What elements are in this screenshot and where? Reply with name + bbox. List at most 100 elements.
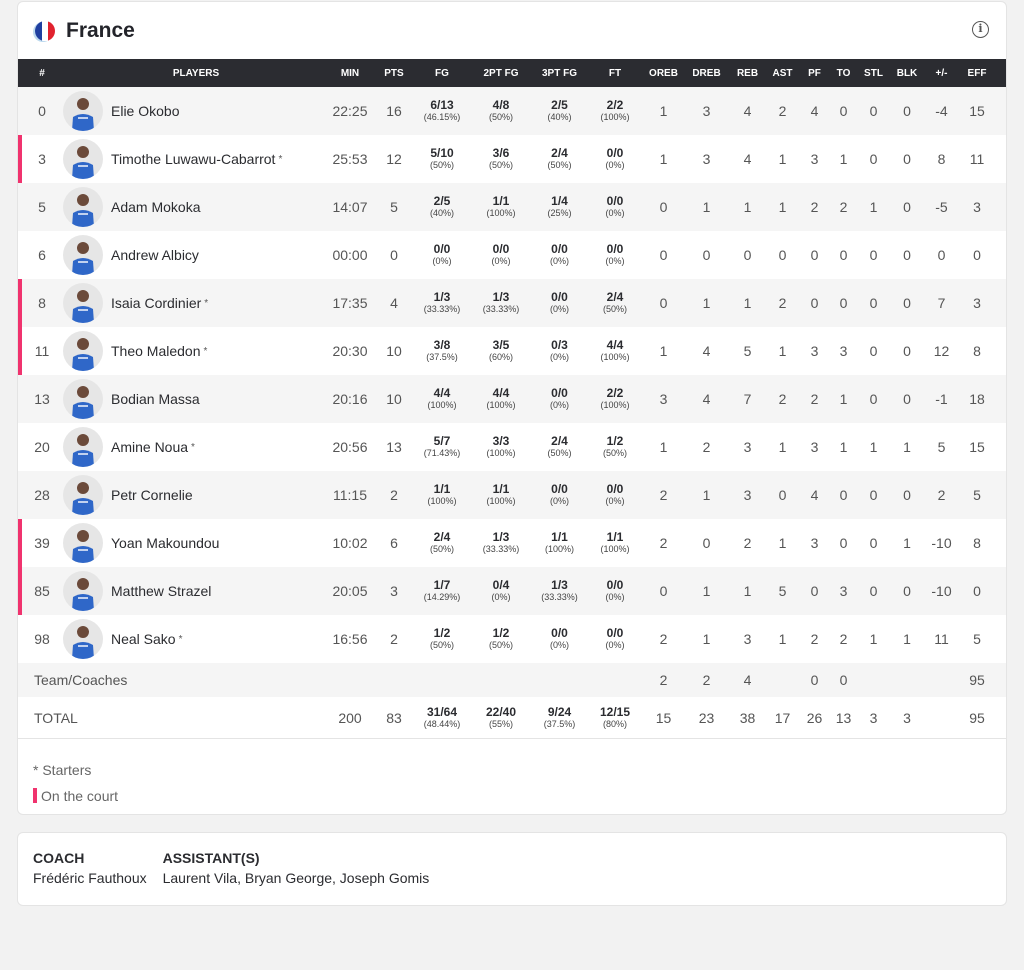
stat-pf: 0 <box>810 672 819 688</box>
player-name[interactable]: Isaia Cordinier <box>111 295 202 311</box>
column-header[interactable]: PTS <box>384 67 404 79</box>
column-header[interactable]: # <box>39 67 45 79</box>
shot-made-attempted: 12/15 <box>599 704 631 719</box>
column-header[interactable]: FG <box>435 67 449 79</box>
player-cell[interactable]: Theo Maledon * <box>63 331 326 371</box>
player-cell[interactable]: Matthew Strazel <box>63 571 326 611</box>
stat-reb: 1 <box>743 295 752 311</box>
coach-section: COACH Frédéric Fauthoux <box>33 850 147 888</box>
stat-to: 0 <box>839 487 848 503</box>
shot-ft: 1/2 (50%) <box>587 435 643 459</box>
player-name[interactable]: Andrew Albicy <box>111 247 199 263</box>
player-cell[interactable]: Amine Noua * <box>63 427 326 467</box>
minutes: 11:15 <box>333 487 367 503</box>
stat-pm: 7 <box>937 295 946 311</box>
player-name[interactable]: Elie Okobo <box>111 103 180 119</box>
player-cell[interactable]: Andrew Albicy <box>63 235 326 275</box>
player-name[interactable]: Neal Sako <box>111 631 176 647</box>
column-header[interactable]: MIN <box>340 67 360 79</box>
column-header[interactable]: REB <box>736 67 759 79</box>
player-cell[interactable]: Timothe Luwawu-Cabarrot * <box>63 139 326 179</box>
player-cell[interactable]: Neal Sako * <box>63 619 326 659</box>
player-name[interactable]: Yoan Makoundou <box>111 535 220 551</box>
shot-percentage: (48.44%) <box>423 718 461 729</box>
minutes: 16:56 <box>332 631 368 647</box>
column-header[interactable]: OREB <box>649 67 678 79</box>
shot-made-attempted: 4/4 <box>492 386 510 400</box>
column-header[interactable]: EFF <box>967 67 987 79</box>
stat-ast: 1 <box>778 439 787 455</box>
shot-made-attempted: 1/2 <box>492 626 510 640</box>
player-name[interactable]: Amine Noua <box>111 439 189 455</box>
stat-pf: 3 <box>810 439 819 455</box>
table-row[interactable]: 11 Theo Maledon * 20:30 10 3/8 (37.5%) 3/5 (60%)… <box>18 327 1006 375</box>
column-header[interactable]: 2PT FG <box>483 67 519 79</box>
player-name[interactable]: Timothe Luwawu-Cabarrot <box>111 151 276 167</box>
player-number: 39 <box>34 535 50 551</box>
column-header[interactable]: DREB <box>692 67 721 79</box>
table-row[interactable]: 8 Isaia Cordinier * 17:35 4 1/3 (33.33%) 1/3 (33… <box>18 279 1006 327</box>
shot-made-attempted: 0/3 <box>551 338 568 352</box>
player-number: 28 <box>34 487 50 503</box>
points: 12 <box>386 151 402 167</box>
column-header[interactable]: PLAYERS <box>172 67 220 79</box>
stat-oreb: 2 <box>659 631 668 647</box>
table-row[interactable]: 85 Matthew Strazel 20:05 3 1/7 (14.29%) 0/4 (0%… <box>18 567 1006 615</box>
table-row[interactable]: 3 Timothe Luwawu-Cabarrot * 25:53 12 5/10 (50%… <box>18 135 1006 183</box>
stat-reb: 2 <box>743 535 752 551</box>
shot-made-attempted: 0/0 <box>606 194 624 208</box>
shot-percentage: (0%) <box>549 640 569 650</box>
stat-blk: 1 <box>903 631 911 647</box>
stat-dreb: 1 <box>702 631 711 647</box>
info-icon[interactable]: i <box>972 21 989 38</box>
shot-ft: 1/1 (100%) <box>587 531 643 555</box>
player-number: 3 <box>38 151 46 167</box>
player-cell[interactable]: Bodian Massa <box>63 379 326 419</box>
coach-label: COACH <box>33 850 85 866</box>
column-header[interactable]: AST <box>772 67 793 79</box>
player-name[interactable]: Theo Maledon <box>111 343 201 359</box>
player-name[interactable]: Bodian Massa <box>111 391 200 407</box>
stat-blk: 0 <box>903 487 911 503</box>
stat-stl: 0 <box>869 343 878 359</box>
shot-made-attempted: 1/3 <box>551 578 568 592</box>
shot-ft: 0/0 (0%) <box>587 627 643 651</box>
column-header[interactable]: BLK <box>896 67 918 79</box>
stat-pf: 2 <box>810 199 819 215</box>
player-cell[interactable]: Adam Mokoka <box>63 187 326 227</box>
column-header[interactable]: TO <box>836 67 851 79</box>
table-row[interactable]: 5 Adam Mokoka 14:07 5 2/5 (40%) 1/1 (100%) 1/4 (2… <box>18 183 1006 231</box>
table-row[interactable]: 39 Yoan Makoundou 10:02 6 2/4 (50%) 1/3 (33.33%… <box>18 519 1006 567</box>
column-header[interactable]: +/- <box>935 67 948 79</box>
stat-blk: 0 <box>903 151 911 167</box>
stat-dreb: 1 <box>702 487 711 503</box>
player-number: 11 <box>34 343 50 359</box>
player-cell[interactable]: Isaia Cordinier * <box>63 283 326 323</box>
table-row[interactable]: 28 Petr Cornelie 11:15 2 1/1 (100%) 1/1 (100%) 0… <box>18 471 1006 519</box>
table-row[interactable]: 13 Bodian Massa 20:16 10 4/4 (100%) 4/4 (100%) 0… <box>18 375 1006 423</box>
player-name[interactable]: Matthew Strazel <box>111 583 212 599</box>
coach-name: Frédéric Fauthoux <box>33 870 147 886</box>
column-header[interactable]: FT <box>608 67 622 79</box>
stat-pm: 2 <box>937 487 946 503</box>
shot-ft: 2/4 (50%) <box>587 291 643 315</box>
player-cell[interactable]: Elie Okobo <box>63 91 326 131</box>
minutes: 25:53 <box>332 151 368 167</box>
table-row[interactable]: 98 Neal Sako * 16:56 2 1/2 (50%) 1/2 (50%) 0/0 (0%… <box>18 615 1006 663</box>
player-name[interactable]: Adam Mokoka <box>111 199 201 215</box>
shot-percentage: (46.15%) <box>423 112 461 122</box>
shot-made-attempted: 1/2 <box>606 434 624 448</box>
column-header[interactable]: STL <box>864 67 883 79</box>
column-header[interactable]: 3PT FG <box>541 67 577 79</box>
shot-made-attempted: 0/0 <box>606 626 624 640</box>
shot-fg2: 1/1 (100%) <box>470 483 532 507</box>
table-row[interactable]: 0 Elie Okobo 22:25 16 6/13 (46.15%) 4/8 (50%) 2/… <box>18 87 1006 135</box>
player-name[interactable]: Petr Cornelie <box>111 487 193 503</box>
shot-percentage: (100%) <box>600 352 630 362</box>
table-row[interactable]: 6 Andrew Albicy 00:00 0 0/0 (0%) 0/0 (0%) 0/0 (0%… <box>18 231 1006 279</box>
player-cell[interactable]: Yoan Makoundou <box>63 523 326 563</box>
player-cell[interactable]: Petr Cornelie <box>63 475 326 515</box>
table-row[interactable]: 20 Amine Noua * 20:56 13 5/7 (71.43%) 3/3 (100%)… <box>18 423 1006 471</box>
column-header[interactable]: PF <box>808 67 821 79</box>
shot-made-attempted: 1/1 <box>606 530 624 544</box>
